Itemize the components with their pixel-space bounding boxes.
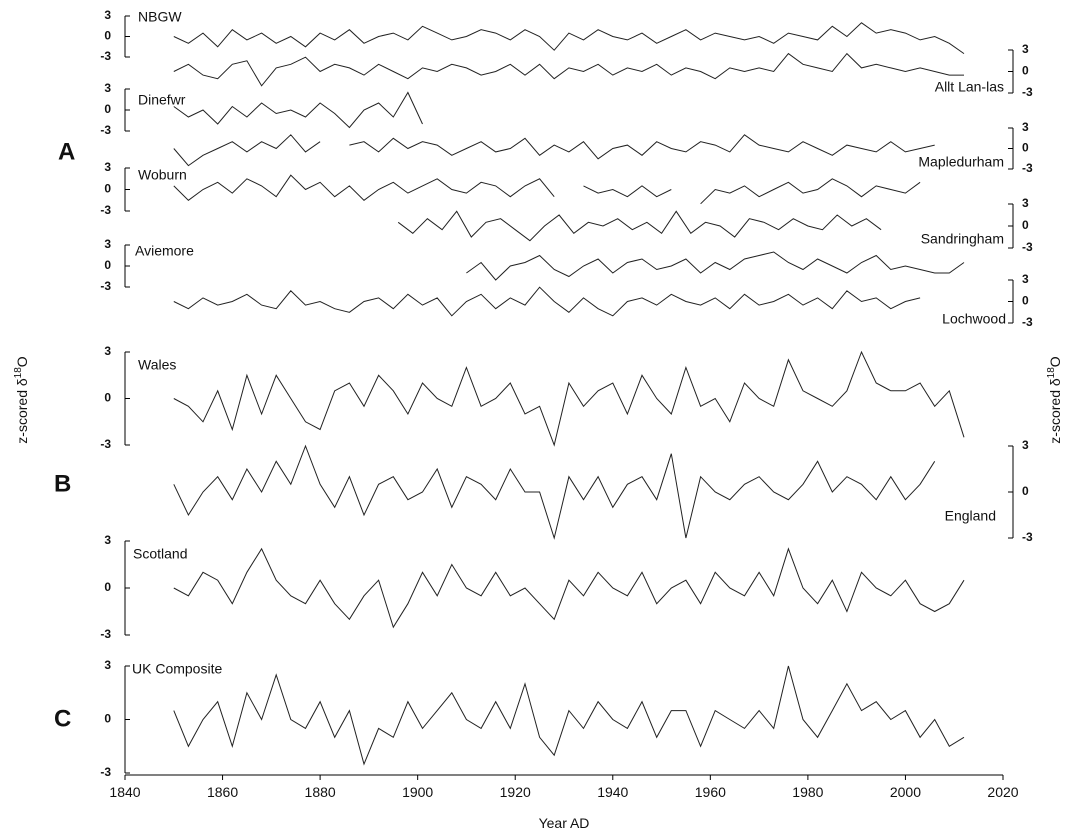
y-label-end: O [14, 356, 30, 367]
series-label: Sandringham [921, 231, 1004, 247]
y-tick-label: 0 [1022, 64, 1029, 78]
x-tick-label: 2020 [987, 784, 1018, 800]
y-tick-label: -3 [1022, 315, 1033, 329]
series-label: NBGW [138, 9, 182, 25]
y-tick-label: 0 [1022, 484, 1029, 498]
y-tick-label: 3 [1022, 120, 1029, 134]
y-tick-label: -3 [100, 765, 111, 779]
series-label: Dinefwr [138, 92, 186, 108]
series-label: Lochwood [942, 311, 1006, 327]
y-tick-label: -3 [100, 203, 111, 217]
y-tick-label: -3 [100, 627, 111, 641]
y-label-sup: 18 [1046, 367, 1057, 379]
x-tick-label: 2000 [890, 784, 921, 800]
y-tick-label: -3 [100, 49, 111, 63]
series-label: Aviemore [135, 243, 194, 259]
y-tick-label: 3 [104, 344, 111, 358]
y-tick-label: 0 [104, 258, 111, 272]
y-tick-label: 3 [104, 81, 111, 95]
y-axis-label: z-scored δ18O [13, 356, 30, 444]
y-tick-label: -3 [1022, 240, 1033, 254]
series-line [173, 350, 965, 447]
series-label: England [945, 508, 996, 524]
series-line [173, 52, 964, 87]
y-tick-label: -3 [1022, 530, 1033, 544]
x-axis-label: Year AD [539, 815, 590, 831]
x-tick-label: 1940 [597, 784, 628, 800]
y-tick-label: 3 [1022, 196, 1029, 210]
y-tick-label: 0 [104, 712, 111, 726]
series-line [173, 547, 965, 629]
y-tick-label: 0 [1022, 218, 1029, 232]
series-label: Woburn [138, 167, 187, 183]
x-tick-label: 1840 [109, 784, 140, 800]
y-tick-label: -3 [100, 279, 111, 293]
y-tick-label: 3 [104, 160, 111, 174]
y-tick-label: 3 [104, 533, 111, 547]
y-tick-label: -3 [100, 123, 111, 137]
y-tick-label: -3 [100, 437, 111, 451]
series-line [466, 251, 965, 281]
x-tick-label: 1980 [792, 784, 823, 800]
y-tick-label: 3 [1022, 42, 1029, 56]
series-line [173, 91, 423, 129]
y-tick-label: 0 [1022, 141, 1029, 155]
x-tick-label: 1920 [500, 784, 531, 800]
y-label-sup: 18 [13, 367, 24, 379]
panel-label: B [54, 470, 71, 497]
series-line [173, 444, 936, 540]
y-tick-label: 0 [104, 182, 111, 196]
series-label: Allt Lan-las [935, 79, 1004, 95]
series-line [173, 174, 921, 205]
series-line [173, 665, 965, 766]
x-tick-label: 1880 [305, 784, 336, 800]
y-tick-label: 3 [104, 237, 111, 251]
y-tick-label: 3 [1022, 272, 1029, 286]
series-label: Wales [138, 357, 176, 373]
x-tick-label: 1860 [207, 784, 238, 800]
y-label-text: z-scored δ [14, 378, 30, 444]
series-line [173, 22, 965, 55]
y-tick-label: 0 [104, 580, 111, 594]
series-label: Mapledurham [918, 154, 1004, 170]
y-tick-label: 0 [104, 102, 111, 116]
y-tick-label: 3 [104, 8, 111, 22]
series-label: UK Composite [132, 661, 222, 677]
y-tick-label: 0 [104, 29, 111, 43]
panel-label: C [54, 705, 71, 732]
series-label: Scotland [133, 546, 187, 562]
y-tick-label: 0 [1022, 294, 1029, 308]
x-tick-label: 1900 [402, 784, 433, 800]
y-axis-label: z-scored δ18O [1046, 356, 1063, 444]
panel-label: A [58, 138, 75, 165]
x-tick-label: 1960 [695, 784, 726, 800]
y-label-text: z-scored δ [1047, 378, 1063, 444]
series-line [397, 210, 882, 242]
y-tick-label: 3 [1022, 438, 1029, 452]
y-tick-label: -3 [1022, 85, 1033, 99]
y-tick-label: 3 [104, 658, 111, 672]
y-tick-label: 0 [104, 391, 111, 405]
y-label-end: O [1047, 356, 1063, 367]
y-tick-label: -3 [1022, 161, 1033, 175]
series-line [173, 286, 921, 317]
series-line [173, 134, 935, 167]
